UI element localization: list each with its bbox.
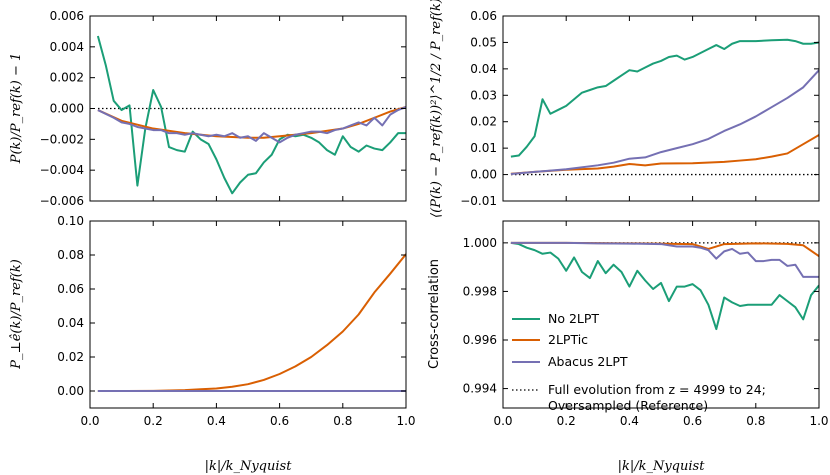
y-tick-label-top-left: 0.002 [50,71,84,85]
y-tick-label-top-left: −0.004 [40,163,84,177]
x-tick-label-bottom-right: 0.0 [493,414,512,428]
y-tick-label-top-right: 0.00 [470,168,497,182]
x-tick-label-bottom-left: 0.2 [144,414,163,428]
y-axis-label-bottom-left: P_⊥ê(k)/P_ref(k) [9,259,24,370]
panel-bottom-right: 0.0 0.2 0.4 0.6 0.8 1.0 0.994 0.996 0.998 1.000 Cr… [427,220,829,474]
axes-frame-bottom-right [502,220,820,409]
series-abacus-top-right [510,69,819,176]
y-tick-label-top-right: 0.03 [470,88,497,102]
x-axis-label-bottom-right: |k|/k_Nyquist [618,459,706,474]
y-tick-label-bottom-left: 0.06 [57,282,84,296]
series-abacus-top-left [97,106,406,144]
y-tick-label-bottom-left: 0.08 [57,248,84,262]
y-tick-label-top-right: 0.01 [470,141,497,155]
axes-frame-bottom-left [89,220,407,409]
y-tick-label-top-left: 0.006 [50,9,84,23]
x-tick-label-bottom-right: 0.4 [620,414,639,428]
panel-bottom-left: 0.0 0.2 0.4 0.6 0.8 1.0 0.00 0.02 0.04 0.06 0.08 0.… [9,214,416,474]
y-tick-label-bottom-left: 0.04 [57,316,84,330]
series-lptic-bottom-left [97,253,406,392]
y-tick-label-top-left: −0.002 [40,132,84,146]
legend: No 2LPT 2LPTic Abacus 2LPT Full evolutio… [512,311,766,413]
series-no2lpt-top-left [96,35,406,195]
x-tick-label-bottom-right: 0.8 [746,414,765,428]
y-tick-label-top-right: 0.06 [470,9,497,23]
panel-top-left: −0.006 −0.004 −0.002 0.000 0.002 0.004 0.006 P(… [9,9,407,208]
y-tick-label-bottom-right: 0.996 [463,333,497,347]
y-tick-label-top-right: 0.05 [470,35,497,49]
x-tick-label-bottom-right: 1.0 [809,414,828,428]
axes-frame-top-right [502,15,820,202]
y-tick-label-bottom-left: 0.02 [57,350,84,364]
y-tick-label-bottom-right: 1.000 [463,236,497,250]
y-tick-label-bottom-right: 0.994 [463,382,497,396]
legend-label-abacus: Abacus 2LPT [548,354,628,369]
x-axis-label-bottom-left: |k|/k_Nyquist [205,459,293,474]
legend-label-2lptic: 2LPTic [548,332,588,347]
y-tick-label-top-right: 0.02 [470,115,497,129]
x-tick-label-bottom-right: 0.2 [557,414,576,428]
chart-panels: −0.006 −0.004 −0.002 0.000 0.002 0.004 0.006 P(… [9,0,829,474]
x-tick-label-bottom-right: 0.6 [683,414,702,428]
y-tick-label-top-left: 0.004 [50,40,84,54]
y-tick-label-bottom-left: 0.00 [57,384,84,398]
series-no2lpt-top-right [510,38,819,158]
y-axis-label-top-right: ⟨(P(k) − P_ref(k))²⟩^1/2 / P_ref(k) [429,0,444,218]
x-tick-label-bottom-left: 0.8 [333,414,352,428]
legend-label-reference-line1: Full evolution from z = 4999 to 24; [548,382,766,397]
y-tick-label-top-left: 0.000 [50,102,84,116]
panel-top-right: −0.01 0.00 0.01 0.02 0.03 0.04 0.05 0.06 ⟨(P(k) … [429,0,820,218]
y-tick-label-bottom-right: 0.998 [463,284,497,298]
x-tick-label-bottom-left: 1.0 [396,414,415,428]
legend-label-no2lpt: No 2LPT [548,311,599,326]
legend-label-reference-line2: Oversampled (Reference) [548,398,708,413]
x-tick-label-bottom-left: 0.0 [80,414,99,428]
y-tick-label-top-right: 0.04 [470,62,497,76]
y-axis-label-top-left: P(k)/P_ref(k) − 1 [9,53,24,165]
y-tick-label-bottom-left: 0.10 [57,214,84,228]
x-tick-label-bottom-left: 0.4 [207,414,226,428]
series-abacus-bottom-right [510,241,819,278]
y-tick-label-top-left: −0.006 [40,194,84,208]
x-tick-label-bottom-left: 0.6 [270,414,289,428]
series-lptic-top-right [510,134,819,175]
y-tick-label-top-right: −0.01 [460,194,497,208]
series-no2lpt-bottom-right [510,241,819,331]
y-axis-label-bottom-right: Cross-correlation [427,259,442,369]
